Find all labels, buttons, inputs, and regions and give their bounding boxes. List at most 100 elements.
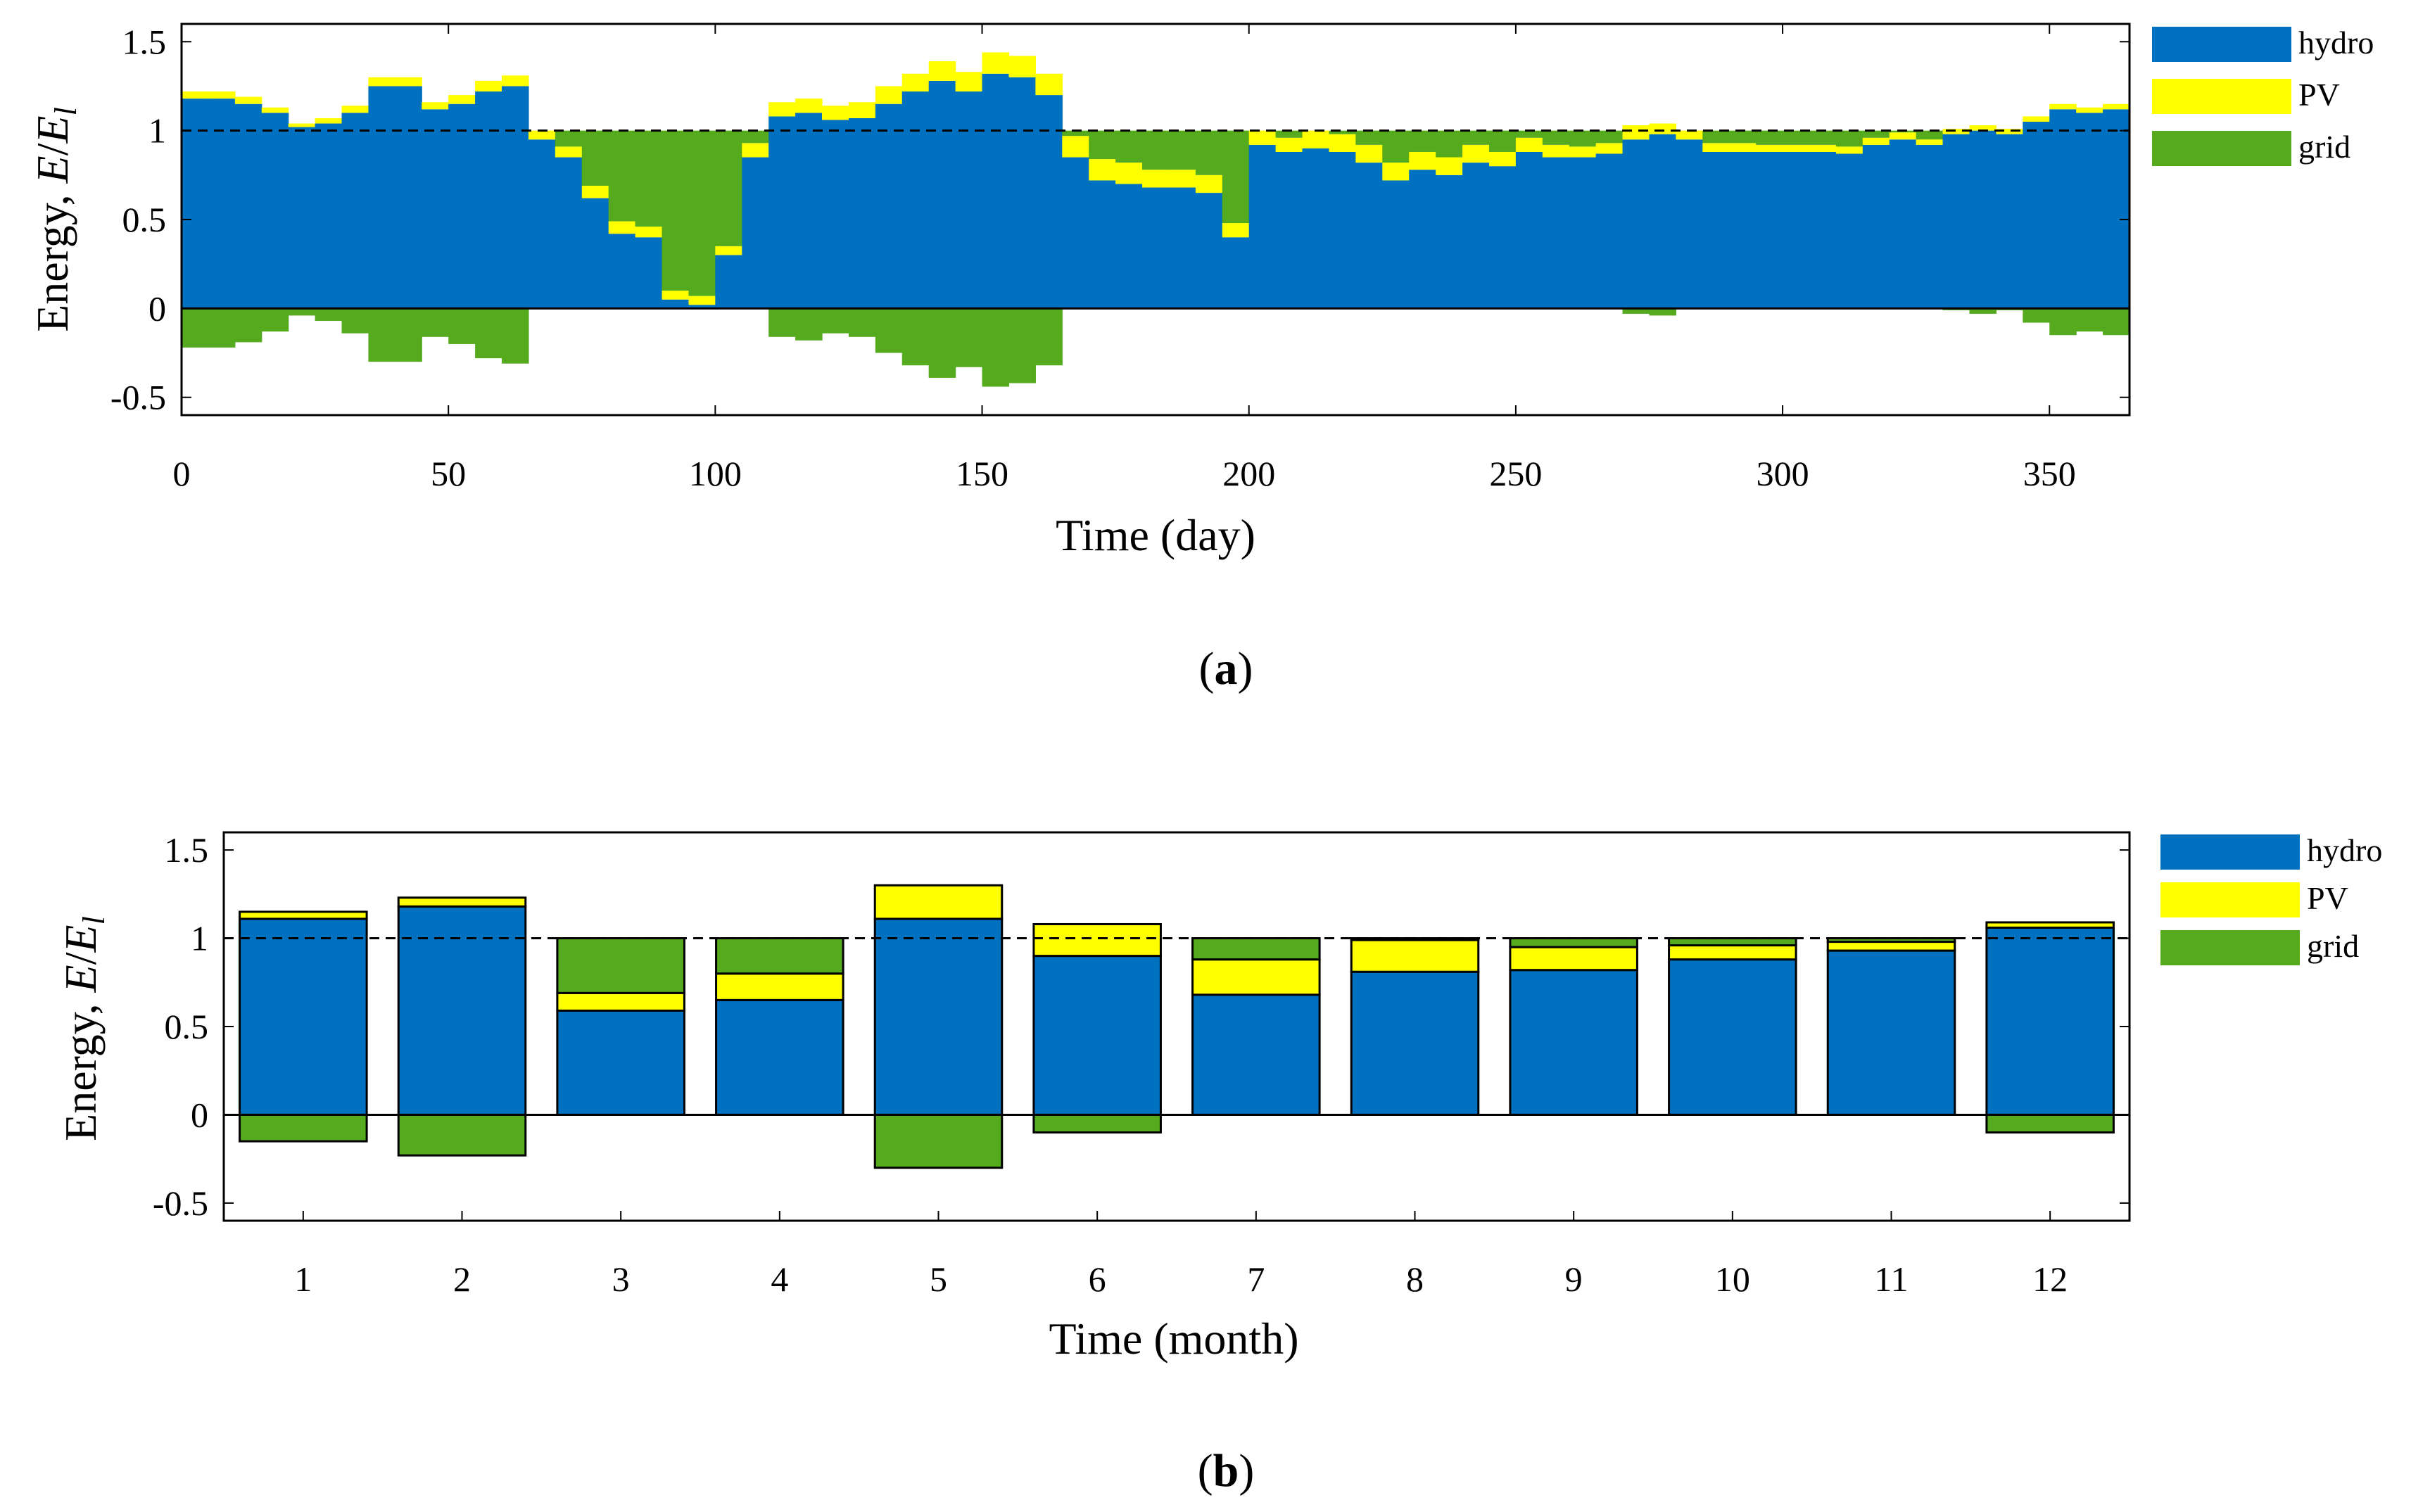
panel-a-x-ticks: 0 50 100 150 200 250 300 350 bbox=[173, 24, 2076, 493]
panel-b-bar-pv bbox=[397, 896, 527, 908]
panel-a-pv-mark bbox=[1089, 159, 1116, 181]
panel-b-x-tick-label: 4 bbox=[771, 1259, 788, 1299]
panel-a-grid-export-mark bbox=[2103, 308, 2130, 336]
panel-b-x-tick-label: 12 bbox=[2032, 1259, 2068, 1299]
panel-a-pv-mark bbox=[1595, 143, 1624, 154]
panel-a-pv-mark bbox=[768, 102, 796, 117]
panel-b-y-tick-label: 0.5 bbox=[165, 1007, 209, 1046]
panel-a-hydro-mark bbox=[368, 86, 395, 309]
panel-b-bar-pv bbox=[1032, 922, 1162, 958]
panel-a-pv-mark bbox=[1542, 144, 1570, 158]
panel-b-bar-pv bbox=[1509, 946, 1638, 972]
panel-a-pv-mark bbox=[1195, 174, 1223, 193]
panel-a-grid-export-mark bbox=[928, 308, 956, 378]
panel-a-y-axis-title-e2: E bbox=[27, 115, 77, 144]
panel-b-y-tick-label: 0 bbox=[191, 1095, 208, 1134]
panel-b-legend-swatch-grid bbox=[2160, 930, 2300, 965]
panel-a-x-tick-label: 50 bbox=[431, 454, 466, 493]
panel-b-x-tick-label: 2 bbox=[453, 1259, 471, 1299]
panel-a-hydro-mark bbox=[1809, 151, 1837, 309]
panel-a-pv-mark bbox=[1835, 146, 1863, 154]
panel-a-hydro-mark bbox=[1089, 180, 1116, 309]
panel-a-grid-import-mark bbox=[1809, 130, 1837, 145]
panel-a-grid-export-mark bbox=[502, 308, 529, 364]
panel-a-pv-mark bbox=[208, 91, 236, 99]
panel-a-pv-mark bbox=[1302, 130, 1330, 148]
panel-a-grid-export-mark bbox=[234, 308, 262, 343]
panel-a-daily-chart: -0.500.511.5 0 50 100 150 200 250 300 350 Time … bbox=[27, 22, 2374, 694]
panel-b-y-ticks: -0.5 0 0.5 1 1.5 bbox=[153, 830, 2130, 1223]
panel-a-hydro-mark bbox=[928, 80, 956, 309]
panel-a-hydro-mark bbox=[1676, 139, 1703, 309]
panel-a-hydro-mark bbox=[581, 198, 609, 309]
panel-a-pv-mark bbox=[1462, 144, 1490, 163]
panel-a-caption-close: ) bbox=[1238, 643, 1253, 694]
panel-a-pv-mark bbox=[1355, 144, 1383, 163]
panel-a-grid-import-mark bbox=[742, 130, 769, 144]
panel-a-grid-import-mark bbox=[1783, 130, 1810, 145]
panel-a-hydro-mark bbox=[1302, 148, 1330, 309]
panel-a-pv-mark bbox=[502, 75, 529, 87]
panel-a-grid-export-mark bbox=[261, 308, 289, 332]
panel-a-hydro-mark bbox=[662, 299, 690, 309]
panel-a-hydro-mark bbox=[1996, 134, 2023, 309]
panel-a-grid-import-mark bbox=[555, 130, 583, 147]
panel-a-grid-export-mark bbox=[982, 308, 1010, 387]
panel-a-pv-mark bbox=[1569, 146, 1597, 158]
panel-a-hydro-mark bbox=[341, 113, 369, 309]
panel-a-pv-mark bbox=[1676, 130, 1703, 140]
panel-a-pv-mark bbox=[395, 77, 422, 87]
panel-b-plot-area bbox=[239, 884, 2115, 1169]
panel-b-bar-hydro bbox=[1509, 969, 1638, 1116]
panel-a-hydro-mark bbox=[1862, 144, 1890, 309]
panel-b-legend: hydro PV grid bbox=[2160, 832, 2382, 965]
panel-a-plot-area bbox=[182, 52, 2130, 387]
panel-b-bar-grid-import bbox=[556, 937, 685, 994]
panel-a-pv-mark bbox=[1008, 56, 1036, 77]
panel-a-grid-import-mark bbox=[1062, 130, 1089, 136]
panel-a-pv-mark bbox=[1729, 143, 1757, 152]
panel-a-hydro-mark bbox=[1916, 144, 1944, 309]
panel-a-pv-mark bbox=[982, 52, 1010, 74]
panel-a-hydro-mark bbox=[1835, 153, 1863, 309]
panel-b-y-axis-title-prefix: Energy, bbox=[56, 992, 106, 1141]
panel-a-grid-export-mark bbox=[795, 308, 823, 341]
panel-b-y-axis-title-subscript: l bbox=[77, 916, 111, 925]
panel-a-grid-export-mark bbox=[395, 308, 422, 362]
panel-b-bar-hydro bbox=[1191, 993, 1321, 1116]
panel-a-grid-import-mark bbox=[1756, 130, 1783, 145]
panel-b-bar-hydro bbox=[873, 917, 1004, 1116]
panel-a-hydro-mark bbox=[822, 120, 849, 309]
panel-a-hydro-mark bbox=[1222, 237, 1250, 309]
panel-a-pv-mark bbox=[1862, 137, 1890, 145]
panel-b-bar-pv bbox=[556, 991, 685, 1012]
panel-b-bar-grid-import bbox=[1668, 937, 1797, 947]
panel-a-grid-import-mark bbox=[1595, 130, 1624, 144]
panel-a-legend-swatch-hydro bbox=[2152, 27, 2291, 62]
panel-a-grid-import-mark bbox=[1729, 130, 1757, 144]
panel-a-pv-mark bbox=[1382, 163, 1410, 181]
panel-b-monthly-chart: -0.500.511.5 1 2 3 4 5 6 7 8 9 10 11 12 Time (month… bbox=[56, 830, 2382, 1497]
panel-a-pv-mark bbox=[2076, 107, 2103, 113]
panel-a-pv-mark bbox=[234, 96, 262, 104]
panel-a-hydro-mark bbox=[1035, 95, 1063, 309]
panel-b-x-tick-label: 8 bbox=[1406, 1259, 1424, 1299]
panel-a-legend-label-grid: grid bbox=[2298, 129, 2350, 165]
panel-a-grid-import-mark bbox=[1569, 130, 1597, 147]
panel-b-y-tick-label: -0.5 bbox=[153, 1183, 208, 1223]
panel-a-hydro-mark bbox=[1355, 163, 1383, 309]
panel-a-pv-mark bbox=[1062, 136, 1089, 158]
panel-a-hydro-mark bbox=[875, 103, 903, 309]
panel-a-hydro-mark bbox=[234, 103, 262, 309]
panel-a-hydro-mark bbox=[395, 86, 422, 309]
panel-a-pv-mark bbox=[1756, 144, 1783, 152]
panel-b-legend-label-grid: grid bbox=[2307, 928, 2359, 964]
panel-a-y-axis-title-slash: / bbox=[27, 143, 77, 155]
panel-a-y-tick-label: 0 bbox=[148, 288, 166, 328]
panel-b-caption-open: ( bbox=[1198, 1445, 1213, 1497]
panel-b-y-axis-title: Energy, E/El bbox=[56, 916, 111, 1141]
panel-a-hydro-mark bbox=[2076, 113, 2103, 309]
panel-a-pv-mark bbox=[555, 146, 583, 158]
panel-a-grid-export-mark bbox=[448, 308, 476, 344]
panel-b-bar-grid-export bbox=[1985, 1113, 2115, 1134]
